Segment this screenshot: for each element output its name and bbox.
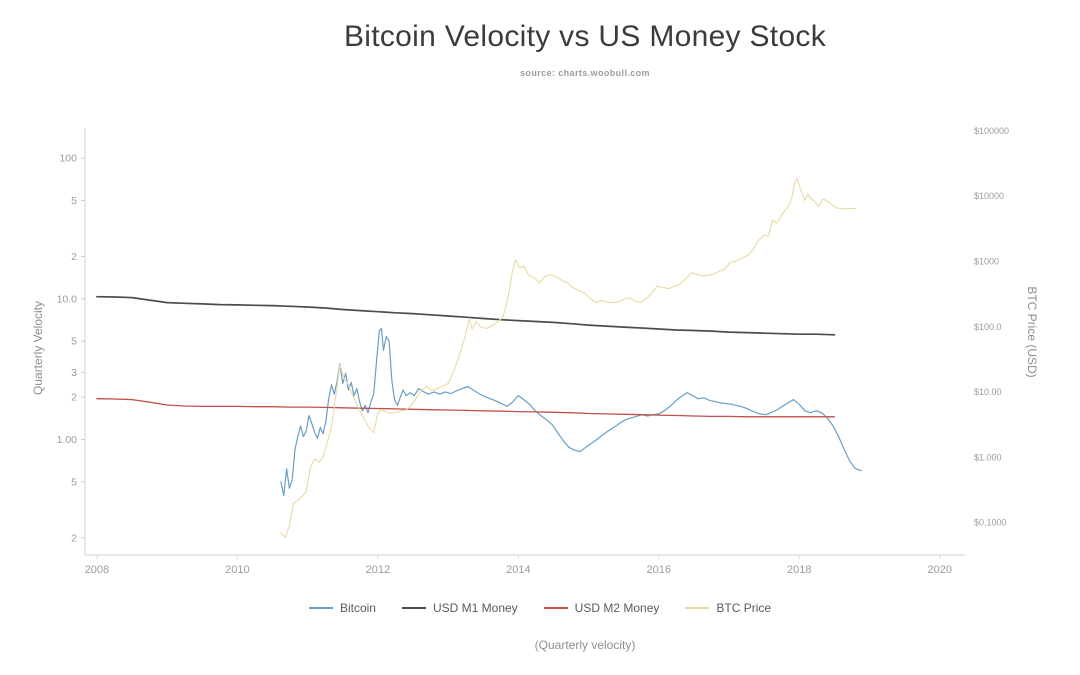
- left-axis-tick-label: 5: [71, 336, 77, 348]
- legend-item-btc-price[interactable]: BTC Price: [685, 601, 771, 615]
- legend-swatch-bitcoin: [308, 607, 333, 609]
- chart-caption: (Quarterly velocity): [534, 638, 636, 652]
- series-line-bitcoin: [280, 327, 862, 497]
- legend-label-btc-price: BTC Price: [716, 601, 772, 615]
- left-axis-tick-label: 100: [59, 153, 77, 165]
- x-axis-tick-label: 2014: [506, 564, 530, 576]
- x-axis-tick-label: 2012: [366, 564, 390, 576]
- x-axis-tick-label: 2016: [647, 564, 671, 576]
- left-axis-tick-label: 1.00: [57, 434, 78, 446]
- x-axis-tick-label: 2018: [787, 564, 811, 576]
- legend-item-usd-m2-money[interactable]: USD M2 Money: [543, 601, 660, 615]
- legend-item-usd-m1-money[interactable]: USD M1 Money: [401, 601, 518, 615]
- legend-item-bitcoin[interactable]: Bitcoin: [308, 601, 376, 615]
- left-axis-tick-label: 2: [71, 392, 77, 404]
- right-axis-tick-label: $10000: [974, 191, 1004, 201]
- legend-label-usd-m2-money: USD M2 Money: [574, 601, 660, 615]
- x-axis-tick-label: 2010: [225, 564, 249, 576]
- left-axis-tick-label: 2: [71, 532, 77, 544]
- right-axis-tick-label: $10.00: [974, 387, 1002, 397]
- legend-swatch-usd-m2-money: [543, 607, 568, 609]
- series-line-usd-m1-money: [96, 295, 836, 336]
- right-axis-tick-label: $1.000: [974, 452, 1002, 462]
- left-axis-title: Quarterly Velocity: [31, 300, 45, 396]
- x-axis-tick-label: 2020: [927, 564, 951, 576]
- left-axis-tick-label: 2: [71, 251, 77, 263]
- legend-swatch-btc-price: [685, 607, 710, 609]
- right-axis-tick-label: $100000: [974, 126, 1009, 136]
- legend-swatch-usd-m1-money: [401, 607, 426, 609]
- left-axis-tick-label: 5: [71, 195, 77, 207]
- legend-label-bitcoin: Bitcoin: [339, 601, 376, 615]
- left-axis-tick-label: 5: [71, 476, 77, 488]
- series-line-usd-m2-money: [96, 398, 836, 418]
- right-axis-title: BTC Price (USD): [1025, 286, 1039, 378]
- right-axis-tick-label: $100.0: [974, 322, 1002, 332]
- x-axis-tick-label: 2008: [85, 564, 109, 576]
- right-axis-tick-label: $0.1000: [974, 518, 1007, 528]
- left-axis-tick-label: 3: [71, 367, 77, 379]
- right-axis-tick-label: $1000: [974, 257, 999, 267]
- legend-label-usd-m1-money: USD M1 Money: [432, 601, 518, 615]
- page-title: Bitcoin Velocity vs US Money Stock: [343, 20, 827, 53]
- legend: Bitcoin USD M1 Money USD M2 Money BTC Pr…: [0, 601, 1080, 615]
- series-line-btc-price: [280, 177, 856, 538]
- left-axis-tick-label: 10.0: [57, 293, 78, 305]
- chart-source: source: charts.woobull.com: [520, 68, 650, 78]
